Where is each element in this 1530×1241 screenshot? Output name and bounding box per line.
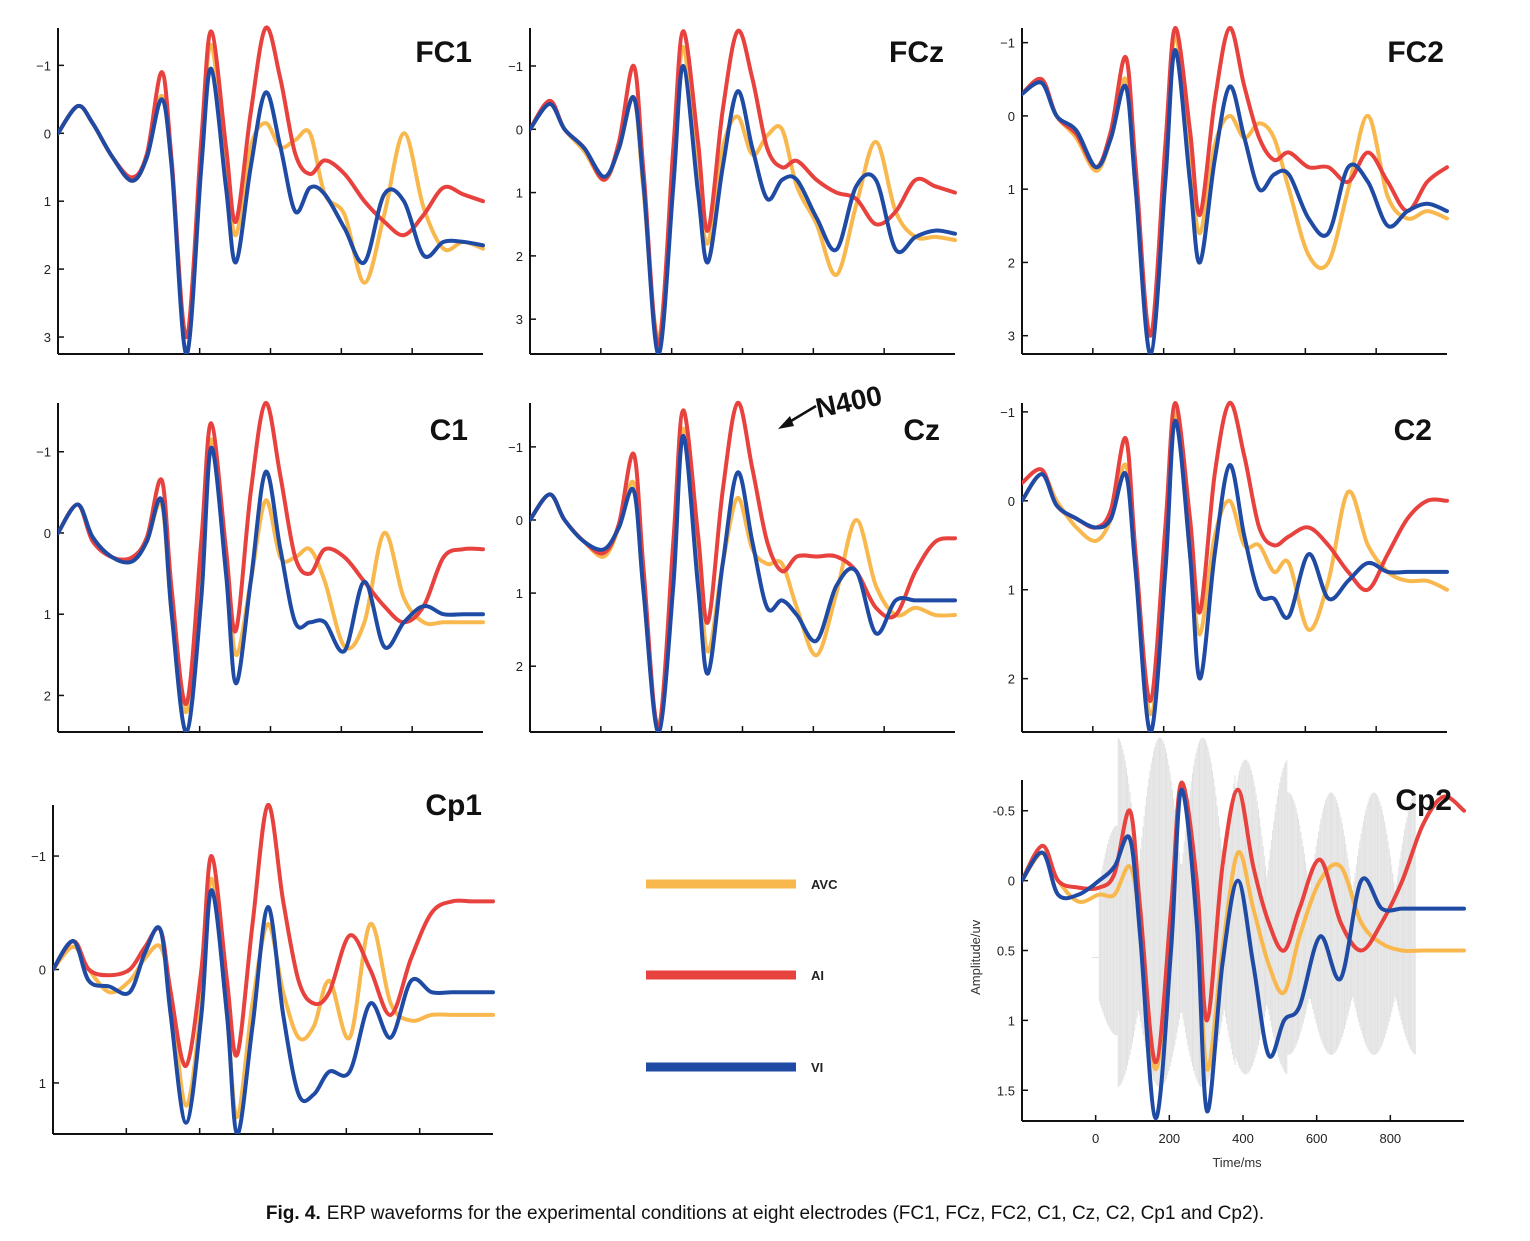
y-tick-label: −1 — [508, 440, 523, 455]
series-line-avc — [1022, 33, 1449, 338]
annotation-arrowhead — [778, 416, 794, 429]
series-line-ai — [1022, 400, 1449, 703]
panel-fcz: −1 0 1 2 3 FCz — [508, 28, 957, 355]
y-tick-label: 2 — [44, 262, 51, 277]
y-tick-label: 3 — [1008, 329, 1015, 344]
panel-c1: −1 0 1 2 C1 — [36, 400, 485, 733]
y-tick-label: 2 — [1008, 672, 1015, 687]
series-line-vi — [530, 63, 957, 354]
y-tick-label: 3 — [516, 312, 523, 327]
series-line-ai — [53, 802, 495, 1068]
electrode-label: Cp1 — [425, 789, 482, 822]
y-tick-label: −1 — [36, 58, 51, 73]
electrode-label: FCz — [889, 36, 944, 69]
electrode-label: FC1 — [415, 36, 472, 69]
series-line-avc — [530, 426, 957, 727]
caption-text: ERP waveforms for the experimental condi… — [326, 1203, 1265, 1224]
series-line-vi — [1022, 48, 1449, 354]
x-tick-label: 200 — [1158, 1131, 1180, 1146]
electrode-label: C1 — [430, 414, 468, 447]
erp-figure: −1 0 1 2 3 FC1 −1 0 1 2 3 FCz −1 0 1 2 3 FC2 −1 0 1 2 C1 −1 0 1 2 C… — [31, 25, 1466, 1170]
y-tick-label: 1 — [1008, 182, 1015, 197]
y-tick-label: 0.5 — [997, 944, 1015, 959]
figure-caption: Fig. 4. ERP waveforms for the experimenta… — [0, 1203, 1530, 1225]
series-line-avc — [58, 42, 485, 340]
electrode-label: C2 — [1394, 414, 1432, 447]
y-tick-label: 1 — [39, 1076, 46, 1091]
annotation-text: N400 — [813, 380, 885, 424]
electrode-label: FC2 — [1387, 36, 1444, 69]
y-tick-label: 1 — [516, 186, 523, 201]
y-tick-label: 1 — [44, 607, 51, 622]
y-tick-label: 2 — [1008, 255, 1015, 270]
series-line-avc — [53, 876, 495, 1120]
series-line-ai — [530, 400, 957, 731]
y-tick-label: 1 — [1008, 1013, 1015, 1028]
y-tick-label: 0 — [1008, 109, 1015, 124]
panel-cz: −1 0 1 2 Cz N400 — [508, 380, 957, 733]
panel-fc1: −1 0 1 2 3 FC1 — [36, 25, 485, 355]
legend-label-ai: AI — [811, 968, 824, 983]
series-line-avc — [530, 44, 957, 341]
y-tick-label: 0 — [1008, 494, 1015, 509]
y-tick-label: 0 — [39, 963, 46, 978]
y-tick-label: 2 — [44, 688, 51, 703]
x-tick-label: 400 — [1232, 1131, 1254, 1146]
y-tick-label: 1 — [516, 586, 523, 601]
y-tick-label: 1 — [1008, 583, 1015, 598]
series-line-vi — [1022, 787, 1466, 1121]
x-tick-label: 0 — [1092, 1131, 1099, 1146]
series-line-vi — [58, 445, 485, 732]
n400-annotation: N400 — [778, 380, 885, 429]
electrode-label: Cp2 — [1395, 784, 1452, 817]
legend-label-avc: AVC — [811, 877, 838, 892]
legend-label-vi: VI — [811, 1060, 823, 1075]
series-line-vi — [58, 66, 485, 354]
y-tick-label: 2 — [516, 659, 523, 674]
y-tick-label: -0.5 — [993, 804, 1015, 819]
y-tick-label: 0 — [516, 513, 523, 528]
x-axis-title: Time/ms — [1212, 1155, 1262, 1170]
panel-c2: −1 0 1 2 C2 — [1000, 400, 1449, 733]
y-tick-label: 1 — [44, 194, 51, 209]
y-axis-title: Amplitude/uv — [968, 919, 983, 995]
series-line-avc — [1022, 787, 1466, 1072]
panel-fc2: −1 0 1 2 3 FC2 — [1000, 25, 1449, 355]
y-tick-label: 0 — [44, 126, 51, 141]
legend: AVC AI VI — [646, 877, 838, 1075]
y-tick-label: 0 — [44, 526, 51, 541]
series-line-ai — [58, 400, 485, 706]
y-tick-label: 0 — [1008, 874, 1015, 889]
y-tick-label: −1 — [36, 445, 51, 460]
caption-fig-number: Fig. 4. — [265, 1203, 321, 1224]
series-line-vi — [1022, 418, 1449, 732]
panel-cp2: -0.5 0 0.5 1 1.5 0 200 400 600 800 Time/ms Amplitud… — [968, 737, 1466, 1170]
panel-cp1: −1 0 1 Cp1 — [31, 789, 495, 1135]
electrode-label: Cz — [903, 414, 940, 447]
series-line-ai — [1022, 780, 1466, 1065]
x-tick-label: 600 — [1306, 1131, 1328, 1146]
series-line-vi — [530, 433, 957, 732]
x-tick-label: 800 — [1379, 1131, 1401, 1146]
y-tick-label: −1 — [1000, 405, 1015, 420]
y-tick-label: 0 — [516, 122, 523, 137]
y-tick-label: −1 — [1000, 36, 1015, 51]
y-tick-label: 3 — [44, 330, 51, 345]
series-line-ai — [1022, 25, 1449, 338]
y-tick-label: 2 — [516, 249, 523, 264]
series-line-vi — [53, 888, 495, 1134]
y-tick-label: 1.5 — [997, 1083, 1015, 1098]
y-tick-label: −1 — [31, 849, 46, 864]
y-tick-label: −1 — [508, 59, 523, 74]
